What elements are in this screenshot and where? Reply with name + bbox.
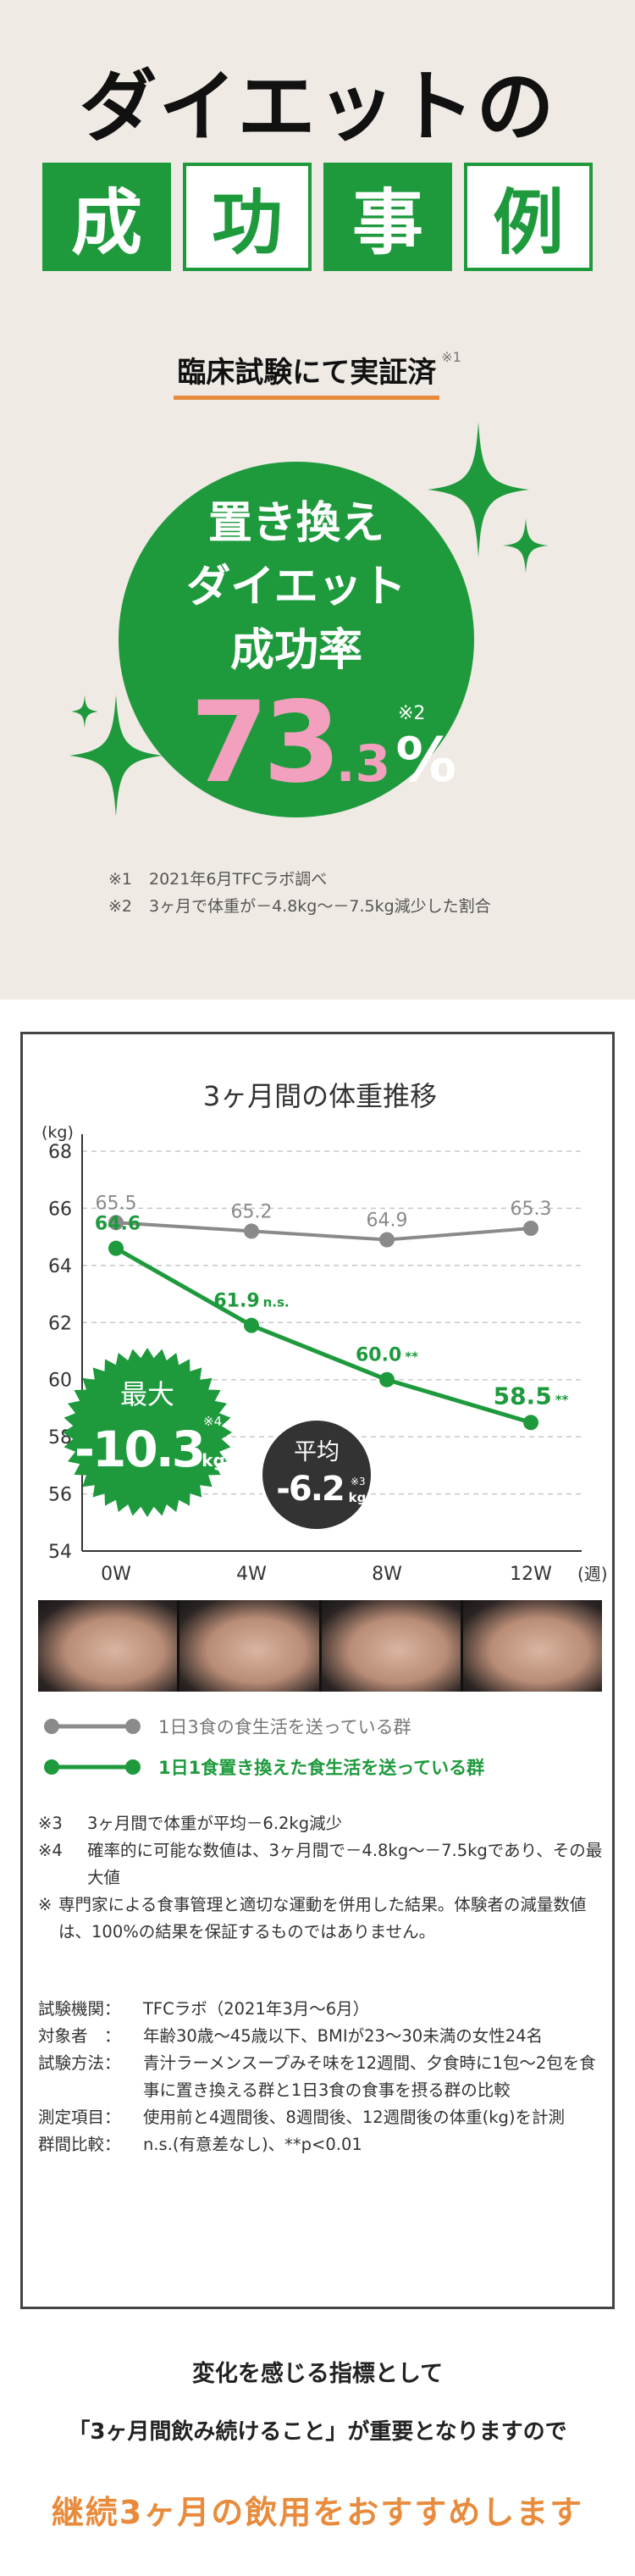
sparkle-icon	[428, 422, 529, 557]
chart-note: ※ 専門家による食事管理と適切な運動を併用した結果。体験者の減量数値は、100%の…	[38, 1895, 587, 1942]
success-rate-value: 73.3%	[190, 678, 457, 808]
avg-badge-mark: ※3	[351, 1476, 366, 1487]
data-label: 65.2	[231, 1201, 273, 1222]
study-details: 試験機関： TFCラボ（2021年3月～6月） 対象者 ：年齢30歳～45歳以下、…	[38, 1996, 605, 2158]
y-tick-label: 64	[48, 1256, 72, 1277]
max-badge-mark: ※4	[203, 1414, 222, 1429]
circle-line: 置き換え	[207, 498, 384, 549]
body-photo-strip	[38, 1600, 602, 1692]
sparkle-icon	[71, 695, 98, 728]
rate-integer: 73	[190, 678, 341, 808]
avg-badge	[259, 1417, 374, 1532]
study-detail-row: 試験方法： 青汁ラーメンスープみそ味を12週間、夕食時に1包～2包を食事に置き換え…	[38, 2053, 596, 2100]
data-point	[244, 1223, 259, 1239]
body-photo	[462, 1600, 602, 1692]
data-label: 58.5 **	[494, 1382, 569, 1410]
data-point	[108, 1215, 124, 1231]
x-tick-label: 0W	[101, 1564, 131, 1585]
avg-badge-unit: kg	[349, 1490, 367, 1505]
y-tick-label: 66	[48, 1199, 72, 1220]
data-point	[244, 1317, 259, 1333]
data-point	[523, 1221, 538, 1237]
legend-item: 1日1食置き換えた食生活を送っている群	[41, 1753, 600, 1781]
body-photo	[38, 1600, 180, 1692]
chart-title: 3ヶ月間の体重推移	[202, 1080, 438, 1112]
hero-block: 例	[464, 163, 593, 271]
hero-title: ダイエットの	[79, 62, 556, 152]
hero-section: ダイエットの 成 功 事 例 臨床試験にて実証済 ※1 置き換え ダイエット 成功…	[0, 0, 635, 1000]
verified-text: 臨床試験にて実証済	[174, 349, 440, 400]
rate-note-mark: ※2	[398, 703, 426, 724]
footnote: ※2 3ヶ月で体重が－4.8kg～－7.5kg減少した割合	[108, 897, 491, 916]
rate-decimal: .3	[335, 734, 391, 794]
max-badge	[63, 1348, 232, 1517]
data-point	[379, 1371, 395, 1388]
circle-line: ダイエット	[186, 562, 406, 612]
chart-note: ※3 3ヶ月間で体重が平均－6.2kg減少	[38, 1814, 343, 1833]
sparkle-icon	[503, 518, 549, 573]
x-axis-label: (週)	[577, 1564, 608, 1584]
legend-label: 1日1食置き換えた食生活を送っている群	[158, 1758, 485, 1778]
y-tick-label: 62	[48, 1313, 72, 1334]
significance-mark: **	[555, 1392, 569, 1407]
significance-mark: n.s.	[263, 1295, 290, 1310]
y-tick-label: 56	[48, 1485, 72, 1506]
verified-label: 臨床試験にて実証済 ※1	[0, 349, 635, 400]
y-tick-label: 54	[48, 1542, 72, 1563]
significance-mark: **	[405, 1349, 418, 1365]
study-detail-row: 対象者 ：年齢30歳～45歳以下、BMIが23～30未満の女性24名	[38, 2026, 544, 2046]
y-tick-label: 68	[48, 1142, 72, 1163]
body-photo	[321, 1600, 463, 1692]
max-badge-label: 最大	[120, 1378, 174, 1410]
sparkle-icon	[69, 695, 163, 817]
verified-mark: ※1	[441, 349, 461, 365]
hero-blocks: 成 功 事 例	[42, 163, 593, 271]
chart-note: ※4 確率的に可能な数値は、3ヶ月間で－4.8kg～－7.5kgであり、その最大値	[38, 1841, 603, 1887]
data-label: 65.5	[96, 1193, 137, 1214]
max-badge-unit: kg	[202, 1450, 225, 1471]
series-line	[115, 1221, 532, 1242]
hero-block: 成	[42, 163, 171, 271]
legend-line-icon	[44, 1759, 141, 1775]
x-tick-label: 4W	[236, 1564, 267, 1585]
circle-line: 成功率	[229, 625, 362, 676]
study-detail-row: 測定項目： 使用前と4週間後、8週間後、12週間後の体重(kg)を計測	[38, 2108, 566, 2127]
hero-footnotes: ※1 2021年6月TFCラボ調べ ※2 3ヶ月で体重が－4.8kg～－7.5kg減…	[108, 866, 491, 920]
legend-label: 1日3食の食生活を送っている群	[158, 1717, 411, 1737]
data-label: 64.9	[367, 1210, 408, 1232]
y-tick-label: 60	[48, 1371, 72, 1392]
rate-unit: %	[395, 724, 457, 795]
data-point	[523, 1415, 538, 1431]
legend-item: 1日3食の食生活を送っている群	[41, 1712, 600, 1741]
closing-line-1: 変化を感じる指標として	[191, 2361, 444, 2387]
series-line	[114, 1246, 532, 1425]
data-label: 65.3	[511, 1199, 552, 1220]
study-detail-row: 試験機関： TFCラボ（2021年3月～6月）	[38, 1999, 370, 2019]
data-point	[379, 1232, 395, 1248]
study-detail-row: 群間比較： n.s.(有意差なし)、**p<0.01	[38, 2135, 362, 2154]
weight-trend-panel: 3ヶ月間の体重推移 54 56 58 60 62 64 66 68 (kg) 0W 4W 8W 12W(…	[20, 1032, 615, 2309]
legend-line-icon	[44, 1719, 141, 1734]
closing-line-2: 「3ヶ月間飲み続けること」が重要となりますので	[68, 2419, 567, 2445]
footnote: ※1 2021年6月TFCラボ調べ	[108, 870, 328, 889]
hero-block: 功	[183, 163, 312, 271]
data-label: 61.9 n.s.	[213, 1291, 289, 1312]
data-label: 64.6	[95, 1214, 141, 1235]
chart-notes: ※3 3ヶ月間で体重が平均－6.2kg減少 ※4 確率的に可能な数値は、3ヶ月間で－…	[38, 1810, 605, 1946]
avg-badge-value: -6.2	[276, 1470, 343, 1509]
y-axis-label: (kg)	[41, 1123, 74, 1142]
avg-badge-label: 平均	[294, 1439, 340, 1465]
x-tick-label: 12W	[510, 1564, 552, 1585]
closing-recommendation: 継続3ヶ月の飲用をおすすめします	[51, 2494, 584, 2531]
x-tick-label: 8W	[372, 1564, 402, 1585]
data-point	[108, 1240, 124, 1256]
data-label: 60.0 **	[356, 1345, 418, 1366]
body-photo	[179, 1600, 322, 1692]
hero-block: 事	[323, 163, 452, 271]
max-badge-value: -10.3	[75, 1421, 203, 1478]
success-rate-circle	[119, 462, 474, 817]
